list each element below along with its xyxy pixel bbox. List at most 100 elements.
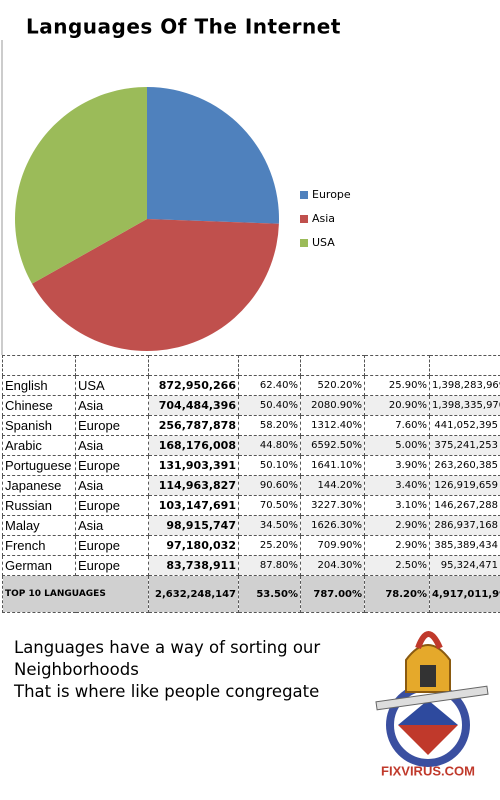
table-cell: Chinese [2, 395, 76, 416]
caption-line: Languages have a way of sorting our Neig… [14, 638, 321, 679]
table-cell: 97,180,032 [148, 535, 239, 556]
table-cell: 2.90% [364, 535, 430, 556]
table-cell: USA [75, 375, 149, 396]
table-cell: 872,950,266 [148, 375, 239, 396]
chart: Languages Of The Internet Europe Asia USA [1, 15, 351, 355]
table-cell: 95,324,471 [429, 555, 500, 576]
table-cell: German [2, 555, 76, 576]
table-cell: 520.20% [300, 375, 365, 396]
table-cell: 50.10% [238, 455, 301, 476]
logo: FIXVIRUS.COM [375, 631, 489, 778]
legend-label: USA [312, 236, 335, 249]
table-cell: 83,738,911 [148, 555, 239, 576]
logo-flag [398, 725, 458, 755]
table-cell: Japanese [2, 475, 76, 496]
table-cell: 20.90% [364, 395, 430, 416]
table-cell: 3227.30% [300, 495, 365, 516]
table-cell: 53.50% [238, 575, 301, 613]
legend-swatch [300, 215, 308, 223]
data-table: English USA 872,950,266 62.40% 520.20% 25.90%… [2, 355, 500, 613]
table-cell: 5.00% [364, 435, 430, 456]
table-cell: 50.40% [238, 395, 301, 416]
table-cell: Europe [75, 535, 149, 556]
table-cell: 1,398,283,969 [429, 375, 500, 396]
table-cell: 1641.10% [300, 455, 365, 476]
table-row: Portuguese Europe 131,903,391 50.10% 1641.10… [2, 455, 500, 476]
table-cell: 146,267,288 [429, 495, 500, 516]
table-cell: 2,632,248,147 [148, 575, 239, 613]
table-cell: 204.30% [300, 555, 365, 576]
logo-text: FIXVIRUS.COM [381, 763, 475, 778]
table-cell: 263,260,385 [429, 455, 500, 476]
header-row [2, 355, 500, 376]
logo-sword [375, 685, 489, 711]
caption: Languages have a way of sorting our Neig… [14, 637, 364, 703]
table-cell: 2080.90% [300, 395, 365, 416]
caption-line: That is where like people congregate [14, 682, 320, 701]
table-cell: 286,937,168 [429, 515, 500, 536]
table-cell: 4,917,011,992 [429, 575, 500, 613]
table-cell: 90.60% [238, 475, 301, 496]
table-cell: 1,398,335,970 [429, 395, 500, 416]
table-cell: Europe [75, 415, 149, 436]
table-cell: 2.50% [364, 555, 430, 576]
table-cell: 3.40% [364, 475, 430, 496]
table-row: Japanese Asia 114,963,827 90.60% 144.20% 3.40… [2, 475, 500, 496]
legend-swatch [300, 239, 308, 247]
logo-crest [415, 631, 443, 650]
pie-slice [147, 87, 279, 224]
chart-title: Languages Of The Internet [26, 15, 341, 39]
table-cell: 2.90% [364, 515, 430, 536]
table-cell: 62.40% [238, 375, 301, 396]
table-cell: Asia [75, 475, 149, 496]
table-cell: 787.00% [300, 575, 365, 613]
table-cell: 7.60% [364, 415, 430, 436]
table-cell: 144.20% [300, 475, 365, 496]
table-row: German Europe 83,738,911 87.80% 204.30% 2.50%… [2, 555, 500, 576]
table-row: English USA 872,950,266 62.40% 520.20% 25.90%… [2, 375, 500, 396]
pie-slice [32, 219, 279, 352]
table-cell: 58.20% [238, 415, 301, 436]
table-cell: 1312.40% [300, 415, 365, 436]
table-cell: 103,147,691 [148, 495, 239, 516]
table-cell: 704,484,396 [148, 395, 239, 416]
table-cell: English [2, 375, 76, 396]
legend-swatch [300, 191, 308, 199]
logo-flag [398, 700, 458, 725]
table-cell: Asia [75, 395, 149, 416]
table-cell: 3.10% [364, 495, 430, 516]
table-cell: 3.90% [364, 455, 430, 476]
table-row: Arabic Asia 168,176,008 44.80% 6592.50% 5.00%… [2, 435, 500, 456]
pie-slice [14, 87, 148, 284]
table-cell: 709.90% [300, 535, 365, 556]
table-cell: 34.50% [238, 515, 301, 536]
table-cell: Malay [2, 515, 76, 536]
table-cell: 126,919,659 [429, 475, 500, 496]
table-body: English USA 872,950,266 62.40% 520.20% 25.90%… [2, 355, 500, 613]
table-row: French Europe 97,180,032 25.20% 709.90% 2.90%… [2, 535, 500, 556]
table-cell: 78.20% [364, 575, 430, 613]
table-cell: 114,963,827 [148, 475, 239, 496]
table-cell: Asia [75, 435, 149, 456]
table-cell: Europe [75, 555, 149, 576]
legend-label: Asia [312, 212, 335, 225]
table-cell: Arabic [2, 435, 76, 456]
table-cell: TOP 10 LANGUAGES [2, 575, 149, 613]
table-cell: 87.80% [238, 555, 301, 576]
table-row: Spanish Europe 256,787,878 58.20% 1312.40% 7.… [2, 415, 500, 436]
table-cell: 1626.30% [300, 515, 365, 536]
table-row: Russian Europe 103,147,691 70.50% 3227.30% 3.… [2, 495, 500, 516]
table-row: Malay Asia 98,915,747 34.50% 1626.30% 2.90% 28… [2, 515, 500, 536]
table-cell: 70.50% [238, 495, 301, 516]
table-cell: 375,241,253 [429, 435, 500, 456]
total-row: TOP 10 LANGUAGES 2,632,248,147 53.50% 787.0… [2, 575, 500, 613]
table-cell: Spanish [2, 415, 76, 436]
table-cell: Portuguese [2, 455, 76, 476]
table-cell: 385,389,434 [429, 535, 500, 556]
table-cell: Asia [75, 515, 149, 536]
table-cell: Russian [2, 495, 76, 516]
table-cell: 25.20% [238, 535, 301, 556]
table-cell: 6592.50% [300, 435, 365, 456]
table-cell: 98,915,747 [148, 515, 239, 536]
table-cell: 441,052,395 [429, 415, 500, 436]
